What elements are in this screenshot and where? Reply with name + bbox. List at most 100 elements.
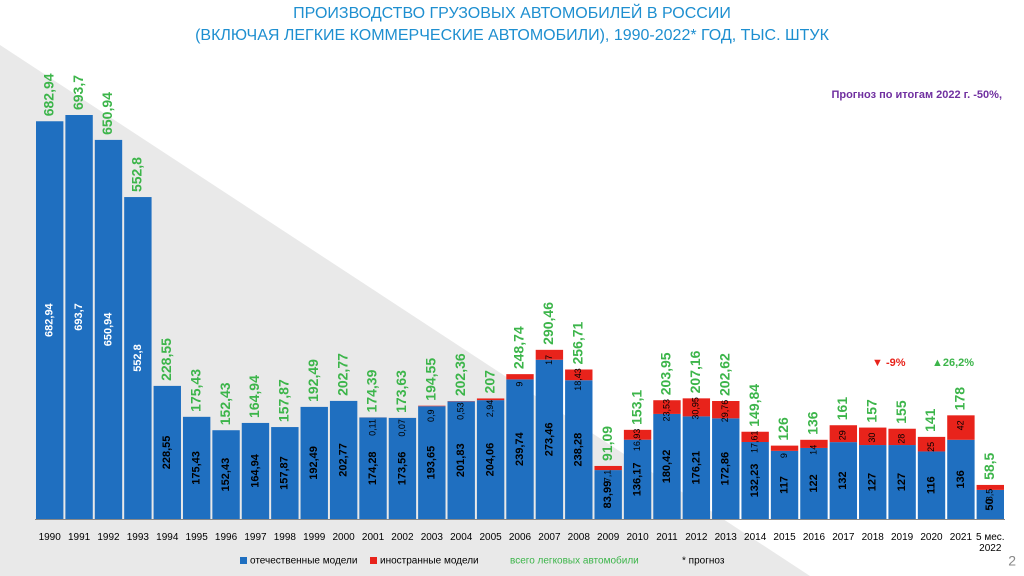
value-label: 0,9 xyxy=(426,409,436,422)
value-label: 239,74 xyxy=(514,431,526,466)
value-label: 136,17 xyxy=(631,463,643,497)
value-label: 17,61 xyxy=(750,430,760,453)
x-tick-label: 2005 xyxy=(479,532,502,543)
bar-segment xyxy=(506,379,534,519)
bar-segment xyxy=(770,445,799,451)
bar-segment xyxy=(800,447,828,519)
value-label: 9 xyxy=(514,382,524,387)
x-tick-label: 1996 xyxy=(214,532,238,543)
bar-segment xyxy=(153,385,181,519)
x-tick-label: 2001 xyxy=(361,532,385,543)
x-tick-label: 1999 xyxy=(303,532,326,543)
total-label: 152,43 xyxy=(217,382,233,425)
bar-segment xyxy=(565,369,593,381)
bar-segment xyxy=(212,430,240,519)
bar-segment xyxy=(94,139,123,519)
total-label: 174,39 xyxy=(364,369,380,412)
value-label: 682,94 xyxy=(44,302,56,337)
bar-segment xyxy=(947,439,975,519)
total-label: 248,74 xyxy=(511,326,527,369)
value-label: 192,49 xyxy=(308,446,320,480)
bar-segment xyxy=(741,441,769,519)
total-label: 202,36 xyxy=(452,353,468,396)
value-label: 0,11 xyxy=(367,419,377,436)
total-label: 228,55 xyxy=(158,338,174,381)
x-tick-label: 1993 xyxy=(126,532,149,543)
value-label: 117 xyxy=(778,476,790,494)
x-tick-label: 2007 xyxy=(538,532,561,543)
value-label: 16,93 xyxy=(632,429,642,452)
change-down: ▼ -9% xyxy=(872,357,906,369)
x-tick-label: 2018 xyxy=(861,532,884,543)
total-label: 173,63 xyxy=(393,370,409,413)
value-label: 28 xyxy=(896,434,906,444)
x-tick-label: 2013 xyxy=(714,532,737,543)
change-up: ▲26,2% xyxy=(932,357,974,369)
legend-label: всего легковых автомобили xyxy=(510,555,639,567)
total-label: 194,55 xyxy=(423,358,439,401)
value-label: 273,46 xyxy=(543,423,555,457)
bar-segment xyxy=(653,413,681,519)
bar-segment xyxy=(36,121,64,520)
value-label: 650,94 xyxy=(102,312,114,347)
total-label: 155 xyxy=(893,400,909,424)
bar-segment xyxy=(859,427,887,446)
bar-segment xyxy=(535,349,564,360)
value-label: 8,5 xyxy=(985,489,995,502)
bar-segment xyxy=(447,401,475,519)
total-label: 126 xyxy=(775,417,791,441)
total-label: 207 xyxy=(481,370,497,394)
value-label: 152,43 xyxy=(220,458,232,492)
bar-segment xyxy=(682,398,711,417)
x-tick-label: 2002 xyxy=(391,532,414,543)
bar-segment xyxy=(359,417,387,519)
bar-segment xyxy=(535,359,564,519)
bar-segment xyxy=(829,425,858,443)
value-label: 238,28 xyxy=(573,433,585,467)
x-tick-label: 2021 xyxy=(949,532,973,543)
bar-segment xyxy=(300,406,328,519)
x-tick-label: 1991 xyxy=(67,532,91,543)
value-label: 201,83 xyxy=(455,443,467,477)
bar-segment xyxy=(653,400,681,414)
total-label: 192,49 xyxy=(305,359,321,402)
value-label: 127 xyxy=(896,473,908,491)
x-tick-label: 2012 xyxy=(685,532,708,543)
legend-label: иностранные модели xyxy=(380,556,479,567)
bar-segment xyxy=(888,445,916,519)
bar-segment xyxy=(124,197,152,519)
legend-label: отечественные модели xyxy=(250,556,357,567)
x-tick-label: 2008 xyxy=(567,532,590,543)
value-label: 127 xyxy=(867,473,879,491)
bar-segment xyxy=(829,442,858,519)
value-label: 50 xyxy=(984,498,996,510)
x-tick-label: 2020 xyxy=(920,532,943,543)
bar-segment xyxy=(565,380,593,519)
total-label: 202,62 xyxy=(716,353,732,396)
bar-segment xyxy=(947,415,975,440)
x-tick-label: 2017 xyxy=(832,532,855,543)
total-label: 203,95 xyxy=(658,352,674,395)
x-tick-label: 2015 xyxy=(773,532,796,543)
value-label: 29,76 xyxy=(720,400,730,423)
bar-segment xyxy=(712,418,740,519)
bar-segment xyxy=(770,450,799,519)
total-label: 157,87 xyxy=(276,379,292,422)
x-tick-label: 1995 xyxy=(185,532,208,543)
x-tick-label: 1992 xyxy=(97,532,120,543)
value-label: 176,21 xyxy=(690,451,702,485)
bar-segment xyxy=(917,451,946,519)
x-tick-label: 1998 xyxy=(273,532,296,543)
x-tick-label: 2014 xyxy=(744,532,767,543)
value-label: 25 xyxy=(926,442,936,452)
footnote: * прогноз xyxy=(682,556,725,567)
value-label: 0,07 xyxy=(397,419,407,437)
x-tick-label: 1994 xyxy=(156,532,179,543)
total-label: 693,7 xyxy=(70,75,86,110)
total-label: 161 xyxy=(834,397,850,421)
chart-title: ПРОИЗВОДСТВО ГРУЗОВЫХ АВТОМОБИЛЕЙ В РОСС… xyxy=(293,3,731,22)
total-label: 178 xyxy=(952,387,968,411)
value-label: 552,8 xyxy=(132,344,144,372)
x-tick-label: 2016 xyxy=(802,532,826,543)
